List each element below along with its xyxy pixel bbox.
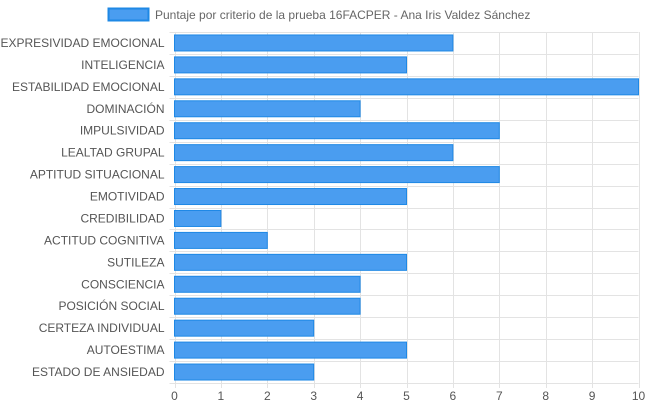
bar-credibilidad[interactable] <box>174 209 222 227</box>
x-tick-label: 8 <box>542 389 549 403</box>
category-label: AUTOESTIMA <box>87 343 165 357</box>
category-label: EMOTIVIDAD <box>90 190 165 204</box>
x-tick-label: 5 <box>403 389 410 403</box>
category-label: CERTEZA INDIVIDUAL <box>39 321 165 335</box>
x-tick-label: 2 <box>264 389 271 403</box>
category-label: POSICIÓN SOCIAL <box>58 298 164 313</box>
legend[interactable]: Puntaje por criterio de la prueba 16FACP… <box>107 7 531 22</box>
x-tick-label: 0 <box>171 389 178 403</box>
bar-estabilidad-emocional[interactable] <box>174 78 639 96</box>
bar-emotividad[interactable] <box>174 188 407 206</box>
x-tick-label: 3 <box>310 389 317 403</box>
category-label: DOMINACIÓN <box>87 101 165 116</box>
bar-autoestima[interactable] <box>174 341 407 359</box>
x-tick-label: 9 <box>589 389 596 403</box>
bar-expresividad-emocional[interactable] <box>174 34 454 52</box>
category-label: LEALTAD GRUPAL <box>61 146 165 160</box>
x-tick-label: 6 <box>450 389 457 403</box>
bar-consciencia[interactable] <box>174 275 361 293</box>
category-label: SUTILEZA <box>107 255 164 269</box>
x-tick-label: 1 <box>218 389 225 403</box>
category-labels: EXPRESIVIDAD EMOCIONAL INTELIGENCIA ESTABI… <box>0 36 164 379</box>
bar-inteligencia[interactable] <box>174 56 407 74</box>
category-label: CONSCIENCIA <box>81 277 164 291</box>
legend-swatch[interactable] <box>107 7 150 22</box>
bar-aptitud-situacional[interactable] <box>174 166 500 184</box>
category-label: CREDIBILIDAD <box>80 211 164 225</box>
x-axis-ticks: 0 1 2 3 4 5 6 7 8 9 10 <box>171 389 645 403</box>
x-tick-label: 7 <box>496 389 503 403</box>
category-label: EXPRESIVIDAD EMOCIONAL <box>0 36 164 50</box>
x-tick-label: 10 <box>632 389 646 403</box>
legend-label[interactable]: Puntaje por criterio de la prueba 16FACP… <box>155 8 530 22</box>
bars <box>174 34 639 381</box>
bar-dominación[interactable] <box>174 100 361 118</box>
bar-actitud-cognitiva[interactable] <box>174 231 268 249</box>
category-label: ESTABILIDAD EMOCIONAL <box>12 80 165 94</box>
x-tick-label: 4 <box>357 389 364 403</box>
category-label: ACTITUD COGNITIVA <box>44 233 164 247</box>
category-label: ESTADO DE ANSIEDAD <box>32 365 165 379</box>
bar-estado-de-ansiedad[interactable] <box>174 363 315 381</box>
category-label: APTITUD SITUACIONAL <box>30 168 165 182</box>
bar-impulsividad[interactable] <box>174 122 500 140</box>
category-label: IMPULSIVIDAD <box>80 124 165 138</box>
bar-lealtad-grupal[interactable] <box>174 144 454 162</box>
bar-sutileza[interactable] <box>174 253 407 271</box>
bar-posición-social[interactable] <box>174 297 361 315</box>
category-label: INTELIGENCIA <box>81 58 164 72</box>
bar-certeza-individual[interactable] <box>174 319 315 337</box>
